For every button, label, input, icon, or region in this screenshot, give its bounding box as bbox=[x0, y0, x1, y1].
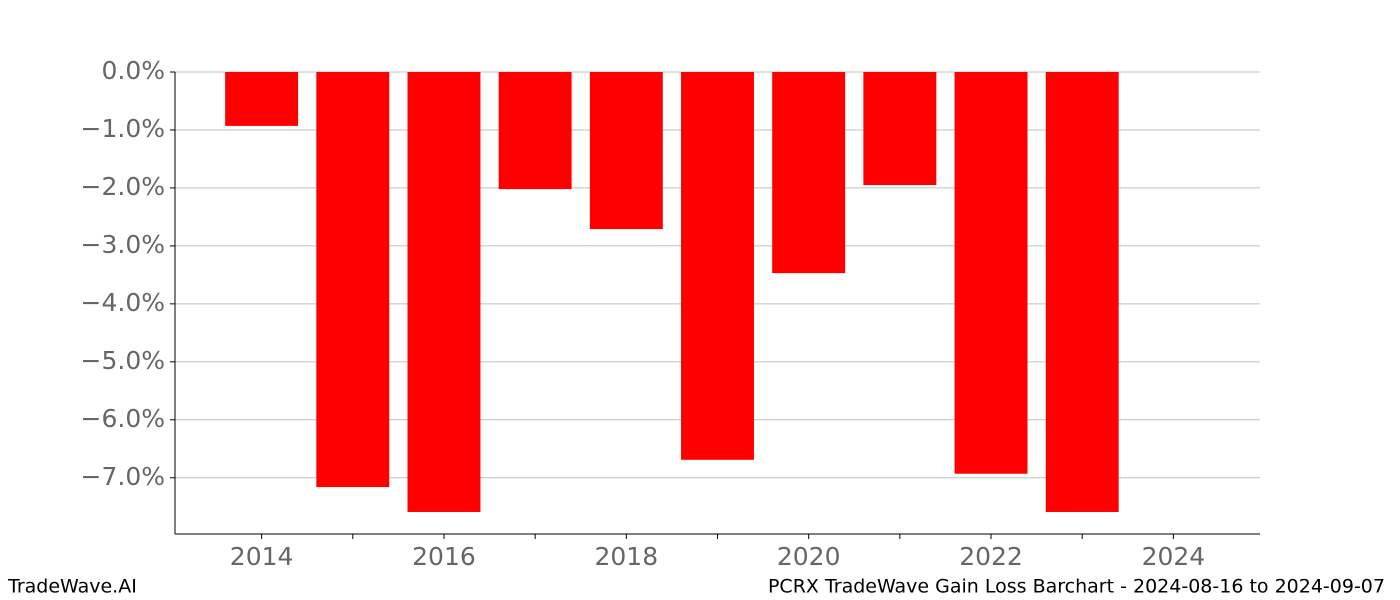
x-tick-label: 2018 bbox=[595, 542, 659, 571]
y-tick-label: −5.0% bbox=[81, 346, 165, 375]
bar bbox=[681, 72, 754, 460]
watermark: TradeWave.AI bbox=[7, 576, 137, 598]
y-tick-label: −6.0% bbox=[81, 404, 165, 433]
bar bbox=[589, 72, 663, 230]
chart-title: PCRX TradeWave Gain Loss Barchart - 2024… bbox=[768, 576, 1385, 598]
bar bbox=[225, 72, 299, 126]
bar bbox=[498, 72, 572, 190]
x-tick-label: 2014 bbox=[230, 542, 294, 571]
y-tick-label: −3.0% bbox=[81, 230, 165, 259]
x-tick-label: 2022 bbox=[959, 542, 1023, 571]
bar bbox=[863, 72, 937, 186]
x-tick-label: 2024 bbox=[1142, 542, 1206, 571]
y-tick-label: −2.0% bbox=[81, 172, 165, 201]
x-tick-label: 2020 bbox=[777, 542, 841, 571]
y-tick-label: −1.0% bbox=[81, 114, 165, 143]
bar bbox=[407, 72, 481, 512]
x-tick-label: 2016 bbox=[412, 542, 476, 571]
y-tick-label: −7.0% bbox=[81, 462, 165, 491]
bar bbox=[1045, 72, 1119, 512]
bar bbox=[954, 72, 1028, 474]
bar bbox=[772, 72, 846, 274]
bar bbox=[316, 72, 390, 488]
y-tick-label: 0.0% bbox=[101, 56, 165, 85]
y-tick-label: −4.0% bbox=[81, 288, 165, 317]
